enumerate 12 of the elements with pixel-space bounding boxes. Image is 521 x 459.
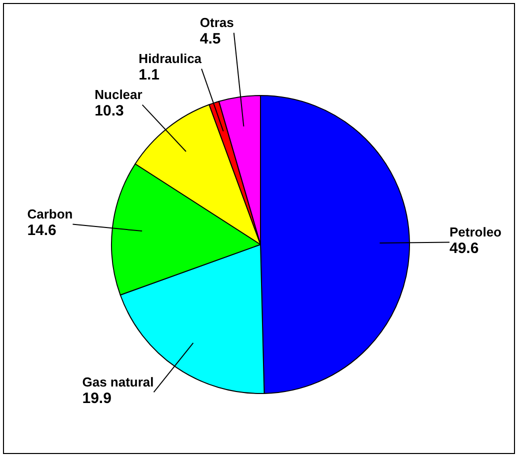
slice-label: Otras [200, 14, 234, 30]
slice-label: Carbon [27, 206, 73, 222]
slice-label: Hidraulica [138, 50, 202, 66]
data-label: 10.3 [94, 102, 124, 120]
data-label: 19.9 [82, 390, 112, 407]
data-label: 1.1 [138, 66, 160, 84]
data-label: 49.6 [449, 240, 479, 257]
slice-label: Petroleo [449, 224, 502, 240]
slice-label: Gas natural [82, 374, 154, 390]
data-label: 4.5 [200, 30, 221, 48]
slice-label: Nuclear [94, 86, 142, 102]
data-label: 14.6 [27, 222, 56, 239]
